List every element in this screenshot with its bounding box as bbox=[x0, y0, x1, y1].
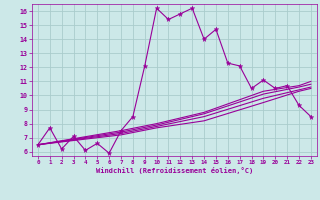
X-axis label: Windchill (Refroidissement éolien,°C): Windchill (Refroidissement éolien,°C) bbox=[96, 167, 253, 174]
